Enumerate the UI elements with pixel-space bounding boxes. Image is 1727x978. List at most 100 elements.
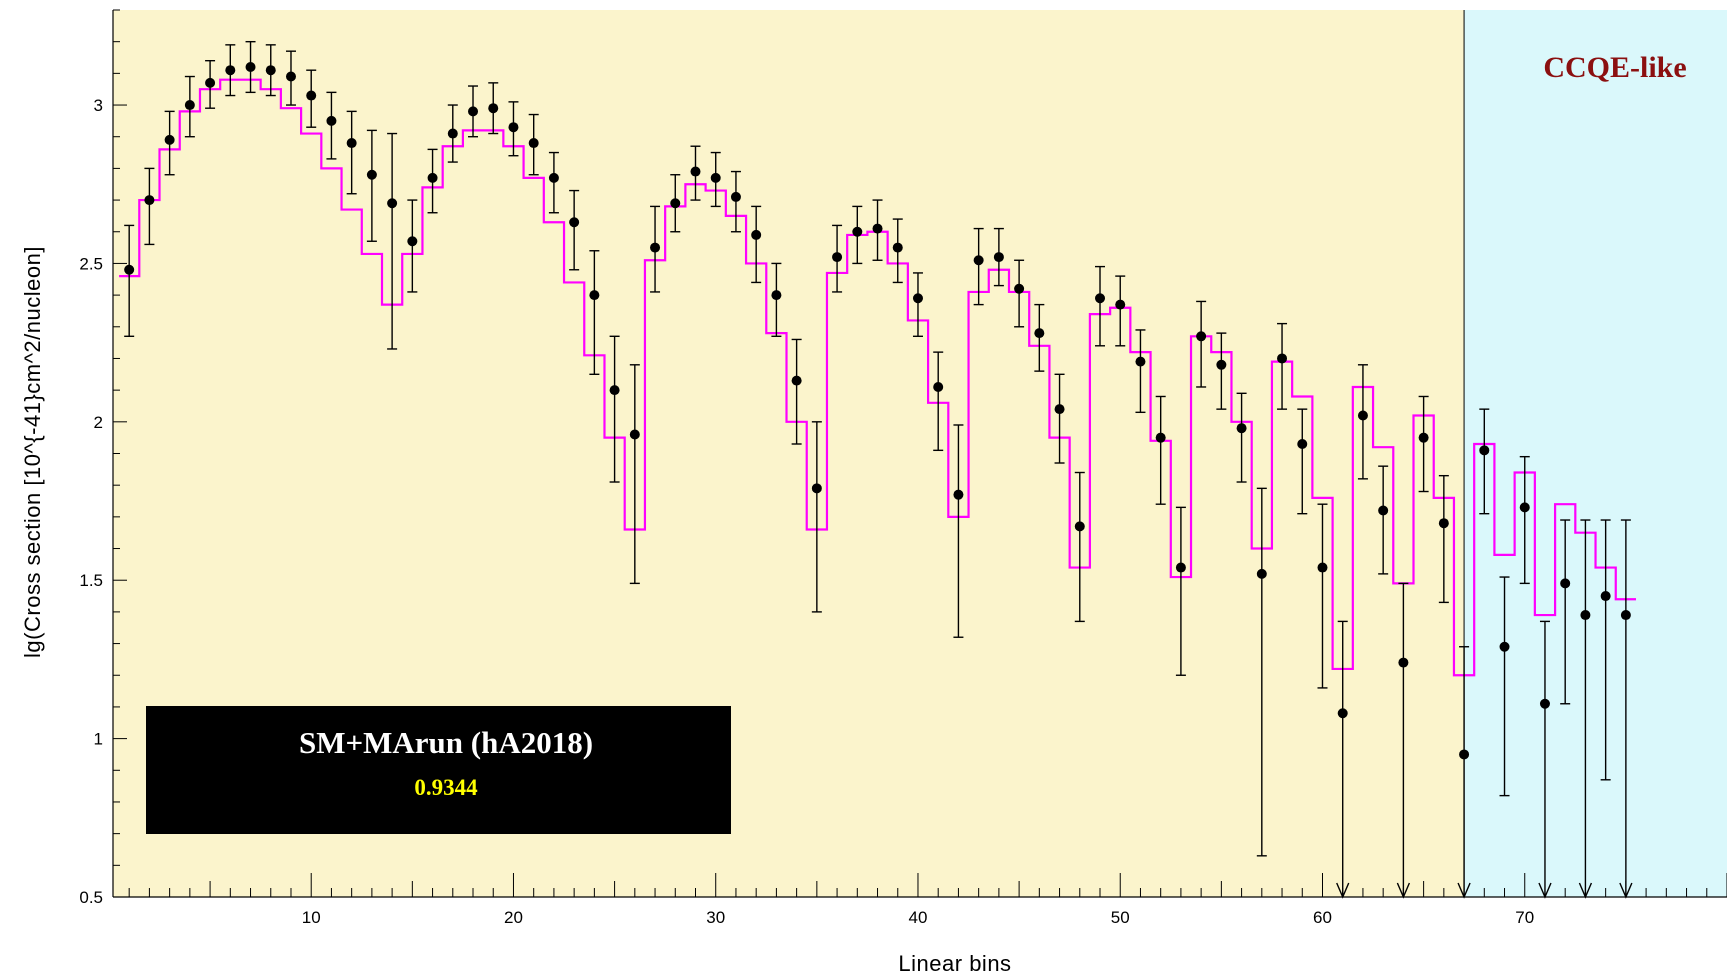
data-point [953,489,964,500]
legend-value: 0.9344 [414,775,478,800]
data-point [872,223,883,234]
data-point [1014,283,1025,294]
data-point [933,381,944,392]
x-axis-title: Linear bins [898,951,1011,976]
data-point [427,172,438,183]
data-point [508,122,519,133]
region-1 [1464,10,1727,897]
data-point [589,290,600,301]
y-tick-label: 2.5 [79,254,103,273]
data-point [1620,610,1631,621]
data-point [205,77,216,88]
x-tick-label: 40 [909,908,928,927]
data-point [690,166,701,177]
data-point [1256,568,1267,579]
data-point [164,134,175,145]
data-point [548,172,559,183]
data-point [670,198,681,209]
data-point [811,483,822,494]
data-point [1054,404,1065,415]
y-tick-label: 0.5 [79,888,103,907]
data-point [1398,657,1409,668]
data-point [1438,518,1449,529]
data-point [124,264,135,275]
data-point [791,375,802,386]
data-point [144,195,155,206]
data-point [650,242,661,253]
data-point [1155,432,1166,443]
region-label-ccqe-like: CCQE-like [1543,51,1686,84]
data-point [1600,591,1611,602]
model-histogram-line [119,78,1636,677]
data-point [993,252,1004,263]
data-point [346,138,357,149]
data-point [447,128,458,139]
data-point [1337,708,1348,719]
data-point [1135,356,1146,367]
data-point [488,103,499,114]
data-point [468,106,479,117]
y-tick-label: 2 [94,413,103,432]
data-point [1499,641,1510,652]
data-point [1095,293,1106,304]
data-point [1277,353,1288,364]
data-point [1539,698,1550,709]
data-point [1560,578,1571,589]
data-point [569,217,580,228]
data-point [1074,521,1085,532]
data-point [1236,423,1247,434]
x-tick-label: 10 [302,908,321,927]
y-tick-label: 1.5 [79,571,103,590]
data-point [1459,749,1470,760]
data-point [1418,432,1429,443]
data-point [771,290,782,301]
data-point [892,242,903,253]
data-point [751,229,762,240]
legend-title: SM+MArun (hA2018) [299,725,593,760]
y-axis-title: lg(Cross section [10^{-41}cm^2/nucleon] [20,246,45,658]
x-tick-label: 50 [1111,908,1130,927]
data-point [1196,331,1207,342]
data-point [1317,562,1328,573]
data-point [387,198,398,209]
data-point [306,90,317,101]
x-tick-label: 70 [1515,908,1534,927]
x-tick-label: 60 [1313,908,1332,927]
y-tick-label: 3 [94,96,103,115]
data-point [326,115,337,126]
data-point [912,293,923,304]
data-point [1378,505,1389,516]
legend-box: SM+MArun (hA2018) 0.9344 [146,706,731,834]
data-points [124,62,1631,760]
data-point [629,429,640,440]
legend-background [146,706,731,834]
data-point [832,252,843,263]
data-point [1175,562,1186,573]
data-point [1034,328,1045,339]
x-tick-label: 20 [504,908,523,927]
y-tick-label: 1 [94,730,103,749]
data-point [1297,438,1308,449]
data-point [710,172,721,183]
data-point [1357,410,1368,421]
data-point [1115,299,1126,310]
data-point [184,100,195,111]
data-point [852,226,863,237]
x-tick-label: 30 [706,908,725,927]
data-point [407,236,418,247]
data-point [1519,502,1530,513]
data-point [528,138,539,149]
axes: 0.5 1 1.5 2 2.5 3 10 20 30 40 50 60 70 [79,9,1727,927]
data-point [265,65,276,76]
data-point [609,385,620,396]
data-point [1479,445,1490,456]
model-series [119,78,1636,677]
data-point [1216,359,1227,370]
data-point [1580,610,1591,621]
data-point [366,169,377,180]
data-point [730,191,741,202]
data-point [245,62,256,73]
data-point [225,65,236,76]
data-point [973,255,984,266]
